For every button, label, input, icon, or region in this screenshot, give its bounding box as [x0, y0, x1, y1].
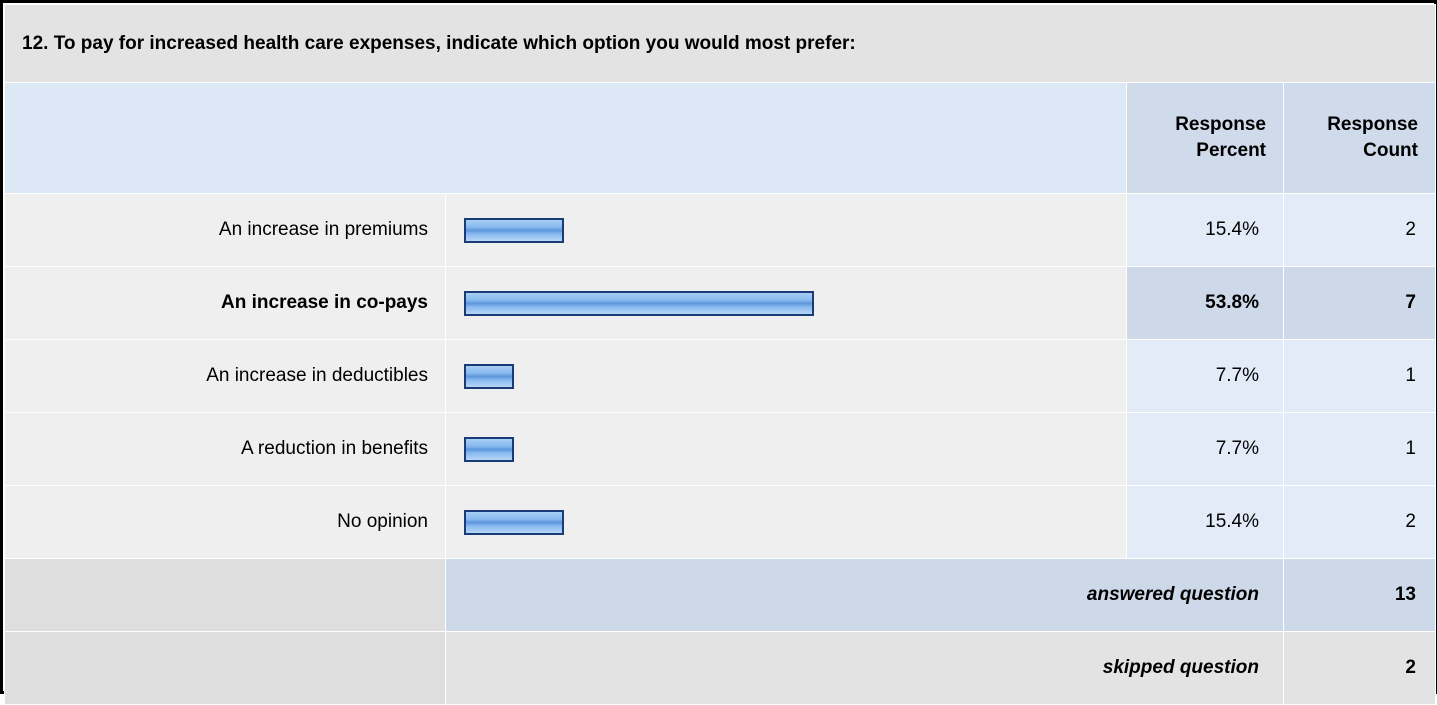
- summary-blank-cell: [4, 558, 446, 632]
- answer-bar: [464, 363, 514, 389]
- answer-percent: 7.7%: [1126, 412, 1284, 486]
- answer-label: No opinion: [4, 485, 446, 559]
- answer-label: An increase in premiums: [4, 193, 446, 267]
- answer-label: An increase in co-pays: [4, 266, 446, 340]
- response-count-header-line2: Count: [1363, 140, 1418, 161]
- answered-question-count: 13: [1283, 558, 1436, 632]
- response-percent-header: Response Percent: [1126, 82, 1284, 194]
- response-table: 12. To pay for increased health care exp…: [4, 4, 1436, 705]
- skipped-question-count: 2: [1283, 631, 1436, 705]
- answer-count: 1: [1283, 339, 1436, 413]
- answered-row: answered question 13: [4, 558, 1436, 632]
- answer-bar-cell: [445, 266, 1127, 340]
- response-count-header-line1: Response: [1327, 114, 1418, 135]
- answer-percent: 15.4%: [1126, 193, 1284, 267]
- answer-bar: [464, 509, 564, 535]
- answer-row: An increase in premiums 15.4% 2: [4, 193, 1436, 267]
- answer-count: 2: [1283, 485, 1436, 559]
- answer-bar-cell: [445, 412, 1127, 486]
- response-count-header: Response Count: [1283, 82, 1436, 194]
- answer-row: A reduction in benefits 7.7% 1: [4, 412, 1436, 486]
- response-percent-header-line2: Percent: [1196, 140, 1266, 161]
- answer-count: 1: [1283, 412, 1436, 486]
- answer-bar: [464, 290, 814, 316]
- answer-count: 2: [1283, 193, 1436, 267]
- answer-bar: [464, 217, 564, 243]
- answer-bar-cell: [445, 485, 1127, 559]
- answer-count: 7: [1283, 266, 1436, 340]
- answer-percent: 53.8%: [1126, 266, 1284, 340]
- answer-percent: 7.7%: [1126, 339, 1284, 413]
- answer-label: A reduction in benefits: [4, 412, 446, 486]
- answer-row: No opinion 15.4% 2: [4, 485, 1436, 559]
- answer-bar-cell: [445, 339, 1127, 413]
- answer-percent: 15.4%: [1126, 485, 1284, 559]
- answer-row: An increase in co-pays 53.8% 7: [4, 266, 1436, 340]
- header-row: Response Percent Response Count: [4, 82, 1436, 194]
- answer-row: An increase in deductibles 7.7% 1: [4, 339, 1436, 413]
- question-row: 12. To pay for increased health care exp…: [4, 4, 1436, 83]
- question-title: 12. To pay for increased health care exp…: [4, 4, 1436, 83]
- answer-label: An increase in deductibles: [4, 339, 446, 413]
- summary-blank-cell: [4, 631, 446, 705]
- answer-bar-cell: [445, 193, 1127, 267]
- response-percent-header-line1: Response: [1175, 114, 1266, 135]
- header-blank-cell: [4, 82, 1127, 194]
- answer-bar: [464, 436, 514, 462]
- answered-question-label: answered question: [445, 558, 1284, 632]
